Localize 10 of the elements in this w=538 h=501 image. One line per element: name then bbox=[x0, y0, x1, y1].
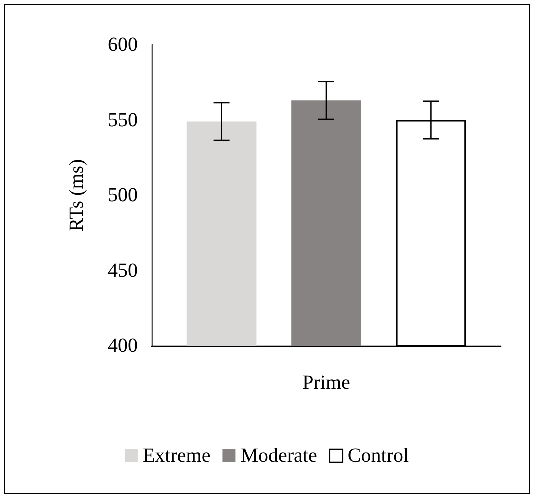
y-axis-title: RTs (ms) bbox=[66, 159, 88, 232]
legend-label: Extreme bbox=[142, 445, 211, 467]
x-axis-title: Prime bbox=[302, 372, 351, 394]
legend-label: Moderate bbox=[240, 445, 318, 467]
y-tick-label: 500 bbox=[108, 184, 138, 206]
legend-label: Control bbox=[348, 445, 410, 467]
y-tick-label: 450 bbox=[108, 260, 138, 282]
y-tick-label: 600 bbox=[108, 34, 138, 56]
y-tick-label: 400 bbox=[108, 335, 138, 357]
y-tick-label: 550 bbox=[108, 109, 138, 132]
